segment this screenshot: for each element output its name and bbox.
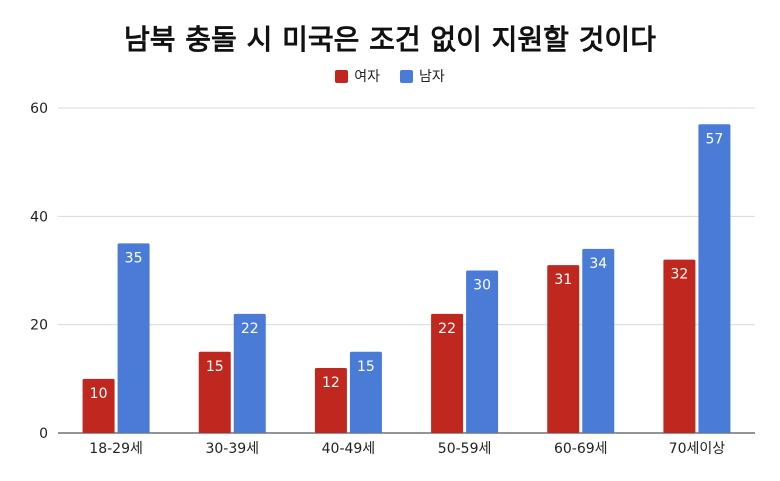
data-label: 30 [473, 278, 491, 294]
legend-label-male: 남자 [419, 69, 445, 85]
data-label: 22 [438, 321, 456, 337]
data-label: 34 [589, 256, 607, 272]
data-label: 10 [90, 386, 108, 402]
data-label: 15 [206, 359, 224, 375]
x-tick-label: 18-29세 [89, 441, 143, 457]
y-tick-label: 0 [39, 426, 48, 442]
x-tick-label: 40-49세 [322, 441, 376, 457]
bar-male [466, 270, 499, 433]
bar-male [117, 243, 150, 433]
data-label: 57 [706, 131, 724, 147]
y-tick-label: 40 [30, 209, 48, 225]
legend-label-female: 여자 [354, 69, 380, 85]
data-label: 32 [671, 267, 689, 283]
bar-female [663, 259, 696, 433]
bar-male [349, 351, 382, 433]
data-label: 22 [241, 321, 259, 337]
bar-female [198, 351, 231, 433]
bar-female [547, 265, 580, 433]
y-tick-label: 60 [30, 101, 48, 117]
bar-male [233, 313, 266, 433]
legend-item-female: 여자 [335, 66, 380, 86]
data-label: 35 [125, 250, 143, 266]
bar-male [698, 124, 731, 433]
bar-female [431, 313, 464, 433]
x-tick-label: 70세이상 [669, 441, 726, 457]
y-tick-label: 20 [30, 318, 48, 334]
x-tick-label: 60-69세 [554, 441, 608, 457]
chart-title: 남북 충돌 시 미국은 조건 없이 지원할 것이다 [124, 23, 656, 56]
data-label: 12 [322, 375, 340, 391]
legend-item-male: 남자 [400, 66, 445, 86]
data-label: 31 [554, 272, 572, 288]
legend-swatch-female [335, 69, 349, 83]
bar-female [314, 368, 347, 433]
data-label: 15 [357, 359, 375, 375]
legend-swatch-male [400, 69, 413, 83]
bar-female [82, 378, 115, 433]
x-tick-label: 30-39세 [205, 441, 259, 457]
x-tick-label: 50-59세 [438, 441, 492, 457]
legend: 여자 남자 [0, 66, 780, 86]
bar-male [582, 248, 615, 433]
